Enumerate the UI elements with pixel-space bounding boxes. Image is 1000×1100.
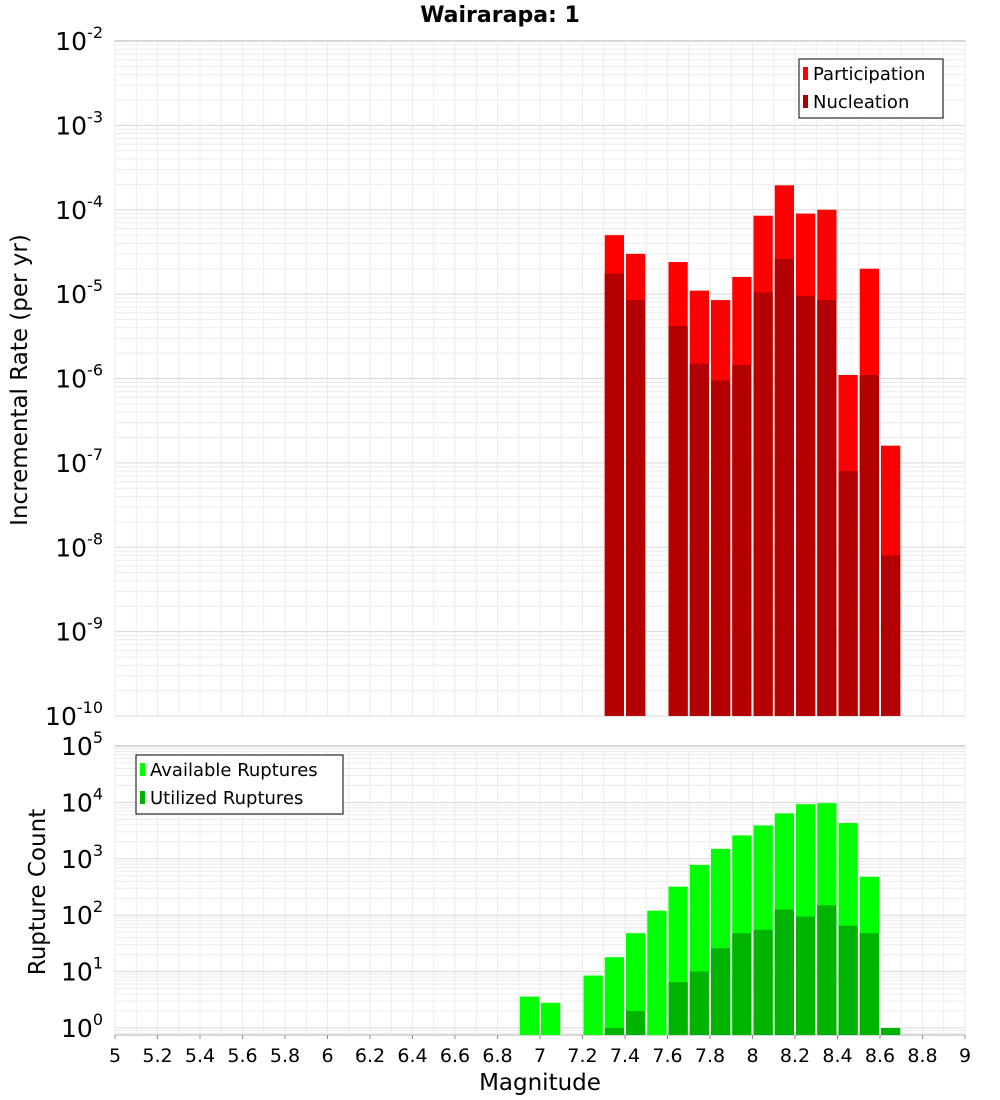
bottom-gridlines xyxy=(114,746,966,1035)
y-tick-label: 10-5 xyxy=(55,276,103,309)
top-legend-box xyxy=(798,58,944,119)
bottom-y-axis-label: Rupture Count xyxy=(25,809,51,975)
bottom-y-ticks: 100 101 102 103 104 105 xyxy=(61,728,103,1043)
bar-utilized-ruptures xyxy=(859,933,879,1035)
x-tick-label: 6.8 xyxy=(482,1045,512,1067)
y-tick-label: 10-2 xyxy=(55,23,103,56)
bar-utilized-ruptures xyxy=(817,905,837,1035)
y-tick-label: 102 xyxy=(61,897,103,930)
x-tick-label: 7.2 xyxy=(567,1045,597,1067)
bottom-legend-box xyxy=(135,754,344,815)
y-tick-label: 104 xyxy=(61,784,103,817)
y-tick-label: 10-7 xyxy=(55,445,103,478)
bar-available-ruptures xyxy=(519,996,539,1035)
y-tick-label: 10-3 xyxy=(55,107,103,140)
bar-nucleation xyxy=(711,380,731,716)
bar-utilized-ruptures xyxy=(838,925,858,1035)
x-tick-label: 5.2 xyxy=(142,1045,172,1067)
y-tick-label: 10-10 xyxy=(45,698,103,731)
bar-available-ruptures xyxy=(626,933,646,1035)
bar-nucleation xyxy=(859,375,879,716)
x-tick-label: 7.6 xyxy=(652,1045,682,1067)
top-y-ticks: 10-10 10-9 10-8 10-7 10-6 10-5 10-4 10-3 10-2 xyxy=(45,23,103,731)
bottom-bars xyxy=(519,803,901,1035)
bar-nucleation xyxy=(689,363,709,716)
bar-nucleation xyxy=(796,296,816,716)
x-tick-label: 8 xyxy=(746,1045,758,1067)
top-legend: Participation Nucleation xyxy=(798,58,944,119)
legend-label-utilized-ruptures: Utilized Ruptures xyxy=(150,788,303,809)
x-tick-label: 6 xyxy=(321,1045,333,1067)
bar-available-ruptures xyxy=(541,1002,561,1035)
x-axis-label: Magnitude xyxy=(479,1070,601,1096)
bar-nucleation xyxy=(626,300,646,716)
bar-nucleation xyxy=(604,273,624,716)
x-ticks: 5 5.2 5.4 5.6 5.8 6 6.2 6.4 6.6 6.8 7 7.2 7.4 7.6 7.8 8… xyxy=(109,1035,971,1067)
bar-nucleation xyxy=(732,364,752,716)
bottom-legend: Available Ruptures Utilized Ruptures xyxy=(135,754,344,815)
y-tick-label: 10-9 xyxy=(55,614,103,647)
bar-utilized-ruptures xyxy=(732,933,752,1035)
legend-label-nucleation: Nucleation xyxy=(813,92,909,113)
x-tick-label: 5.4 xyxy=(185,1045,215,1067)
bar-nucleation xyxy=(753,292,773,716)
x-tick-label: 7.4 xyxy=(610,1045,640,1067)
bar-utilized-ruptures xyxy=(668,982,688,1035)
bar-utilized-ruptures xyxy=(689,971,709,1035)
top-panel: 10-10 10-9 10-8 10-7 10-6 10-5 10-4 10-3 10-2 In… xyxy=(7,23,966,731)
bar-utilized-ruptures xyxy=(626,1010,646,1035)
y-tick-label: 10-4 xyxy=(55,192,103,225)
bar-utilized-ruptures xyxy=(711,948,731,1035)
x-tick-label: 8.4 xyxy=(822,1045,852,1067)
legend-label-participation: Participation xyxy=(813,64,925,85)
legend-swatch-utilized-ruptures xyxy=(140,791,145,804)
bar-nucleation xyxy=(774,259,794,716)
top-gridlines xyxy=(114,41,966,717)
bar-available-ruptures xyxy=(604,957,624,1035)
x-tick-label: 5 xyxy=(109,1045,121,1067)
bar-utilized-ruptures xyxy=(796,916,816,1035)
bar-nucleation xyxy=(838,471,858,716)
x-tick-label: 6.2 xyxy=(355,1045,385,1067)
y-tick-label: 103 xyxy=(61,841,103,874)
x-tick-label: 8.8 xyxy=(907,1045,937,1067)
x-tick-label: 5.6 xyxy=(227,1045,257,1067)
y-tick-label: 10-8 xyxy=(55,529,103,562)
bar-nucleation xyxy=(881,555,901,716)
x-tick-label: 7.8 xyxy=(695,1045,725,1067)
bar-utilized-ruptures xyxy=(604,1027,624,1035)
legend-swatch-available-ruptures xyxy=(140,763,145,776)
bar-nucleation xyxy=(817,300,837,716)
y-tick-label: 101 xyxy=(61,954,103,987)
bar-available-ruptures xyxy=(583,975,603,1035)
figure-title: Wairarapa: 1 xyxy=(420,3,580,28)
y-tick-label: 105 xyxy=(61,728,103,761)
x-tick-label: 7 xyxy=(534,1045,546,1067)
x-tick-label: 8.2 xyxy=(780,1045,810,1067)
legend-swatch-participation xyxy=(803,67,808,80)
x-tick-label: 6.4 xyxy=(397,1045,427,1067)
x-tick-label: 5.8 xyxy=(270,1045,300,1067)
legend-label-available-ruptures: Available Ruptures xyxy=(150,760,318,781)
y-tick-label: 100 xyxy=(61,1010,103,1043)
top-y-axis-label: Incremental Rate (per yr) xyxy=(7,234,33,526)
x-tick-label: 9 xyxy=(959,1045,971,1067)
y-tick-label: 10-6 xyxy=(55,361,103,394)
top-bars xyxy=(604,185,901,717)
x-tick-label: 6.6 xyxy=(440,1045,470,1067)
bar-utilized-ruptures xyxy=(774,909,794,1035)
bottom-panel: 100 101 102 103 104 105 5 5.2 5.4 5.6 5.8 6 6.2 6.4 6… xyxy=(25,728,971,1096)
bar-utilized-ruptures xyxy=(881,1027,901,1035)
x-tick-label: 8.6 xyxy=(865,1045,895,1067)
bar-utilized-ruptures xyxy=(753,929,773,1035)
bar-available-ruptures xyxy=(647,910,667,1035)
bar-nucleation xyxy=(668,325,688,716)
legend-swatch-nucleation xyxy=(803,95,808,108)
